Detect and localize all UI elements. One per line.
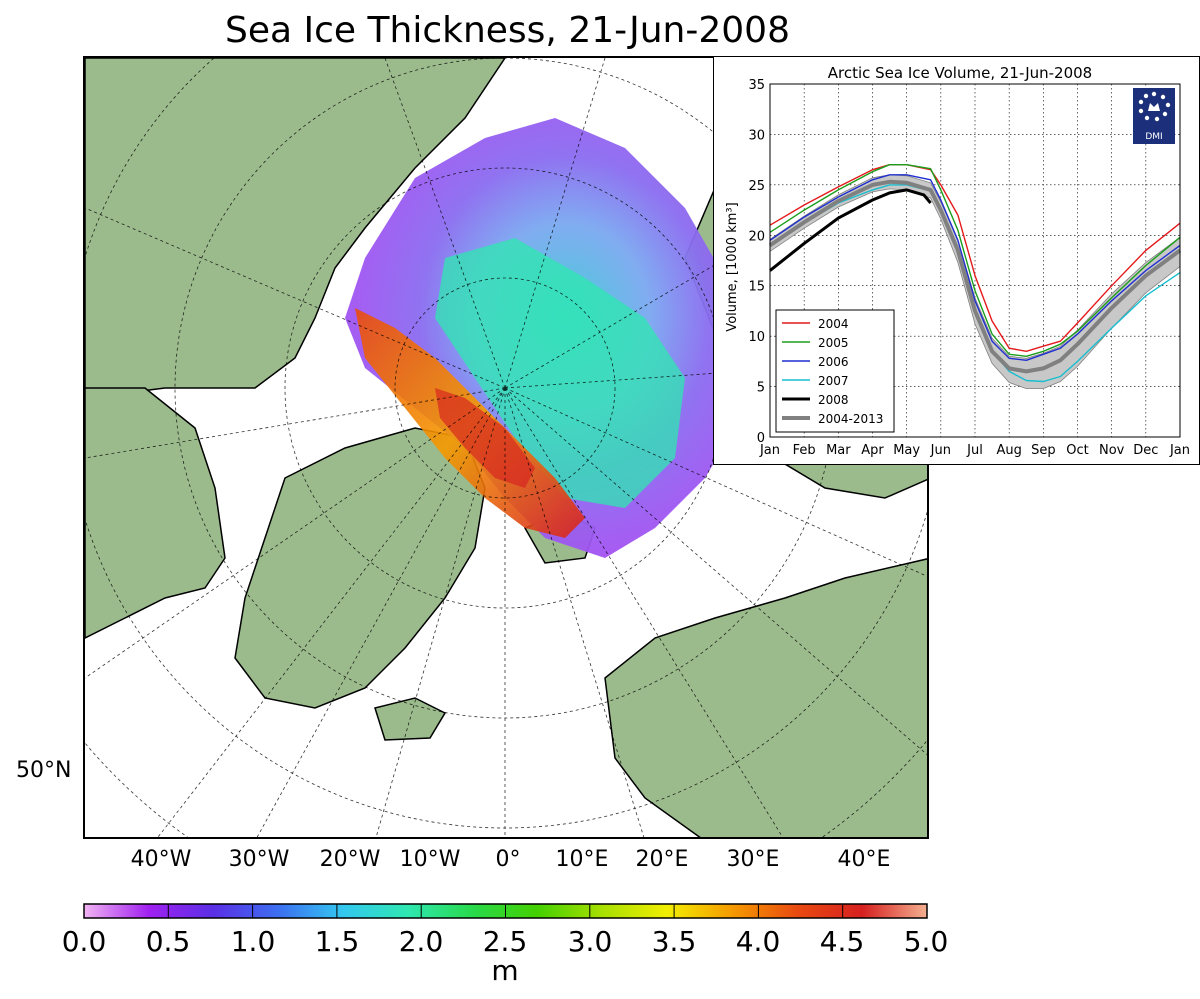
volume-inset-chart: Arctic Sea Ice Volume, 21-Jun-2008 Volum… xyxy=(713,56,1200,465)
lon-label: 10°E xyxy=(555,847,609,872)
lon-label: 20°W xyxy=(319,847,381,872)
legend-label: 2008 xyxy=(818,393,849,407)
x-tick-label: Mar xyxy=(826,443,851,458)
page-title: Sea Ice Thickness, 21-Jun-2008 xyxy=(225,10,790,51)
series-line-2008 xyxy=(769,188,932,272)
x-tick-label: Jan xyxy=(1169,443,1190,458)
x-tick-label: Dec xyxy=(1133,443,1158,458)
colorbar-tick: 2.0 xyxy=(398,925,444,958)
graticule xyxy=(85,58,927,837)
lon-label: 0° xyxy=(495,847,521,872)
y-tick-label: 25 xyxy=(748,179,765,194)
dmi-logo-text: DMI xyxy=(1145,132,1162,142)
lat-label-50n: 50°N xyxy=(16,758,72,783)
colorbar-tick: 4.5 xyxy=(819,925,865,958)
x-tick-label: Nov xyxy=(1099,443,1125,458)
y-tick-label: 0 xyxy=(757,431,765,446)
x-tick-label: Aug xyxy=(996,443,1021,458)
x-tick-label: Jun xyxy=(930,443,951,458)
x-tick-label: Feb xyxy=(793,443,816,458)
colorbar-dividers xyxy=(167,904,844,918)
y-tick-label: 5 xyxy=(757,381,765,396)
legend-label: 2005 xyxy=(818,336,849,350)
land-scandinavia xyxy=(604,558,927,837)
legend-label: 2004-2013 xyxy=(818,412,883,426)
y-tick-label: 20 xyxy=(748,229,765,244)
y-axis-label: Volume, [1000 km³] xyxy=(725,202,740,331)
lon-label: 20°E xyxy=(635,847,689,872)
legend: 2004 2005 2006 2007 2008 2004-2013 xyxy=(775,309,895,433)
colorbar-tick: 1.5 xyxy=(314,925,360,958)
colorbar-tick: 5.0 xyxy=(903,925,949,958)
lon-label: 10°W xyxy=(399,847,461,872)
lon-label: 40°W xyxy=(130,847,192,872)
legend-box xyxy=(775,309,895,433)
y-tick-label: 35 xyxy=(748,78,765,93)
volume-chart-svg: Arctic Sea Ice Volume, 21-Jun-2008 Volum… xyxy=(725,64,1190,458)
legend-label: 2007 xyxy=(818,374,849,388)
grid-layer xyxy=(770,84,1180,437)
colorbar-tick: 0.5 xyxy=(145,925,191,958)
colorbar-tick: 1.0 xyxy=(230,925,276,958)
thickest-ice-core xyxy=(435,388,535,488)
colorbar xyxy=(83,903,928,919)
series-layer xyxy=(768,164,1182,383)
x-tick-label: Apr xyxy=(861,443,884,458)
y-tick-label: 15 xyxy=(748,280,765,295)
series-line-2004-2013 xyxy=(768,179,1182,374)
dmi-logo: DMI xyxy=(1133,88,1175,144)
land-canada-west xyxy=(85,387,226,639)
y-tick-label: 10 xyxy=(748,330,765,345)
colorbar-unit: m xyxy=(491,954,519,987)
plot-frame xyxy=(769,83,1181,438)
colorbar-tick: 3.5 xyxy=(651,925,697,958)
series-line-2004 xyxy=(769,164,1181,352)
chart-title: Arctic Sea Ice Volume, 21-Jun-2008 xyxy=(828,64,1092,82)
x-tick-label: Sep xyxy=(1031,443,1056,458)
colorbar-tick: 3.0 xyxy=(567,925,613,958)
legend-label: 2004 xyxy=(818,317,849,331)
legend-label: 2006 xyxy=(818,355,849,369)
lon-label: 30°E xyxy=(726,847,780,872)
x-tick-label: May xyxy=(893,443,920,458)
lon-label: 40°E xyxy=(837,847,891,872)
colorbar-tick: 2.5 xyxy=(482,925,528,958)
lon-label: 30°W xyxy=(228,847,290,872)
series-line-2005 xyxy=(769,164,1181,357)
colorbar-tick: 0.0 xyxy=(61,925,107,958)
y-tick-label: 30 xyxy=(748,128,765,143)
series-line-2006 xyxy=(769,174,1181,361)
land-greenland xyxy=(234,427,486,709)
x-tick-label: Jul xyxy=(966,443,983,458)
x-tick-label: Oct xyxy=(1066,443,1088,458)
colorbar-tick: 4.0 xyxy=(735,925,781,958)
x-tick-label: Jan xyxy=(759,443,780,458)
axis-layer: 0 5 10 15 20 25 30 35 Jan Feb Mar Apr May Jun Jul Aug Se… xyxy=(748,78,1190,458)
